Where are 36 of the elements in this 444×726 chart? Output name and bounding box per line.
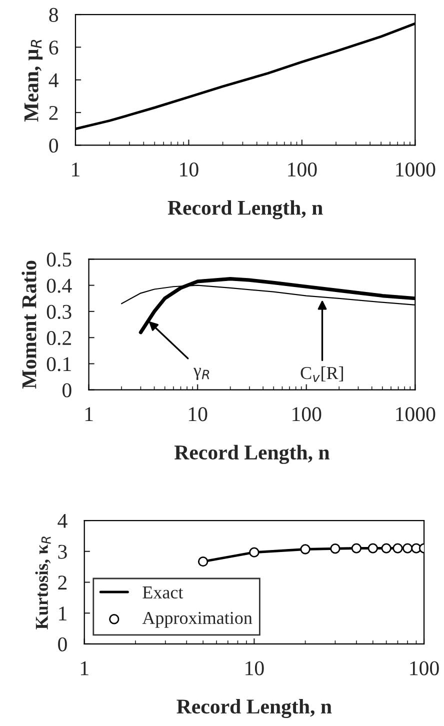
y-tick-label: 2: [49, 106, 58, 120]
y-tick-label: 0.5: [46, 252, 72, 267]
y-tick-label: 0.2: [46, 330, 71, 346]
x-axis-title: Record Length, n: [168, 200, 323, 220]
x-tick-label: 100: [288, 162, 317, 177]
y-tick-label: 8: [49, 8, 58, 22]
y-tick-label: 4: [58, 514, 68, 528]
y-axis-title: Mean, μ$_{R}$: [24, 40, 43, 122]
y-tick-label: 6: [49, 40, 58, 55]
x-tick-label: 10: [180, 162, 198, 177]
y-tick-label: 1: [59, 606, 66, 620]
x-tick-label: 10: [246, 661, 264, 676]
y-tick-label: 0.3: [46, 304, 72, 319]
x-tick-label: 1000: [396, 407, 436, 422]
x-tick-label: 10: [188, 407, 208, 422]
x-axis-title: Record Length, n: [174, 444, 330, 464]
legend-label: Approximation: [142, 612, 252, 628]
annotation: C$_{v}$[R]: [300, 366, 343, 382]
x-tick-label: 1: [85, 407, 93, 421]
y-axis-title: Moment Ratio: [22, 260, 36, 389]
y-tick-label: 4: [48, 73, 58, 88]
y-tick-label: 2: [58, 576, 67, 590]
y-tick-label: 0.1: [46, 357, 71, 372]
x-tick-label: 1000: [396, 162, 436, 177]
annotation: γ$_{R}$: [193, 368, 210, 380]
y-tick-label: 0: [62, 383, 72, 398]
x-axis-title: Record Length, n: [176, 698, 332, 718]
y-tick-label: 0: [58, 637, 67, 652]
x-tick-label: 100: [292, 407, 322, 422]
y-tick-label: 3: [58, 544, 67, 559]
legend-label: Exact: [142, 586, 184, 599]
y-axis-title: Kurtosis, κ$_{R}$: [35, 536, 51, 630]
x-tick-label: 1: [80, 661, 88, 676]
y-tick-label: 0.4: [46, 278, 72, 293]
x-tick-label: 100: [410, 661, 439, 676]
y-tick-label: 0: [49, 138, 58, 153]
